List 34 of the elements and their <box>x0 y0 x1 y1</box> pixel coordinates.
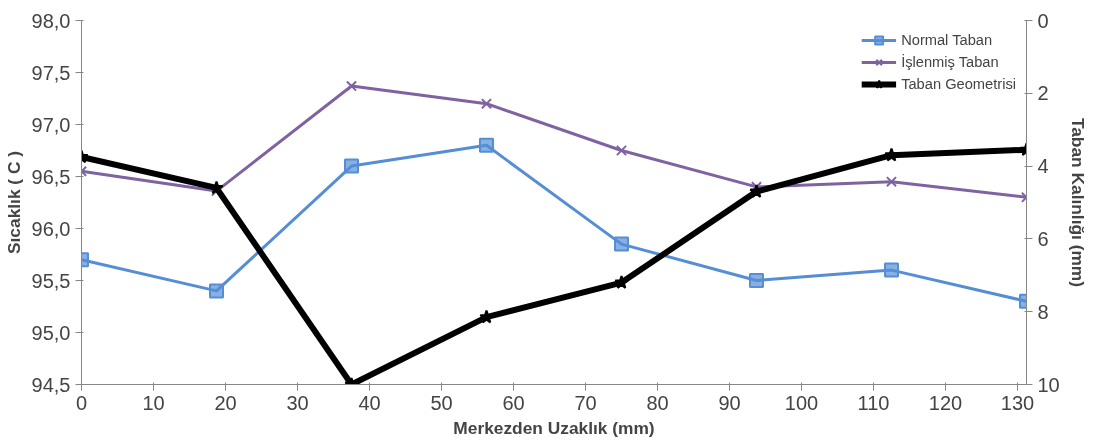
y-tick-label: 97,5 <box>31 61 71 84</box>
y-tick-label: 98,0 <box>31 9 71 32</box>
y-tick-label: 96,5 <box>31 165 71 188</box>
x-tick-label: 120 <box>928 391 963 414</box>
legend-label: İşlenmiş Taban <box>901 54 999 70</box>
x-tick-label: 0 <box>75 391 88 414</box>
y2-tick-label: 4 <box>1037 155 1049 178</box>
y2-tick-label: 6 <box>1037 227 1049 250</box>
x-tick-label: 90 <box>718 391 741 414</box>
x-tick-label: 40 <box>358 391 381 414</box>
x-tick-label: 70 <box>574 391 597 414</box>
legend-label: Normal Taban <box>901 32 993 48</box>
y2-tick-label: 10 <box>1037 373 1060 396</box>
y-tick-label: 96,0 <box>31 217 71 240</box>
x-tick-label: 60 <box>502 391 525 414</box>
x-tick-label: 50 <box>430 391 453 414</box>
x-tick-label: 110 <box>857 391 890 414</box>
x-tick-label: 100 <box>784 391 819 414</box>
y2-axis-title: Taban Kalınlığı (mm) <box>1067 117 1088 288</box>
x-tick-label: 10 <box>142 391 165 414</box>
y2-tick-label: 8 <box>1037 300 1049 323</box>
x-tick-label: 20 <box>214 391 237 414</box>
x-tick-label: 130 <box>1000 391 1035 414</box>
x-axis-title: Merkezden Uzaklık (mm) <box>453 417 655 438</box>
y2-tick-label: 0 <box>1037 9 1049 32</box>
x-tick-label: 80 <box>646 391 669 414</box>
y-tick-label: 94,5 <box>31 373 71 396</box>
y-tick-label: 95,0 <box>31 321 71 344</box>
y2-tick-label: 2 <box>1037 82 1049 105</box>
y-tick-label: 97,0 <box>31 113 71 136</box>
y-axis-title: Sıcaklık ( C ) <box>3 150 24 255</box>
x-tick-label: 30 <box>286 391 309 414</box>
y-tick-label: 95,5 <box>31 269 71 292</box>
legend-label: Taban Geometrisi <box>901 76 1016 92</box>
